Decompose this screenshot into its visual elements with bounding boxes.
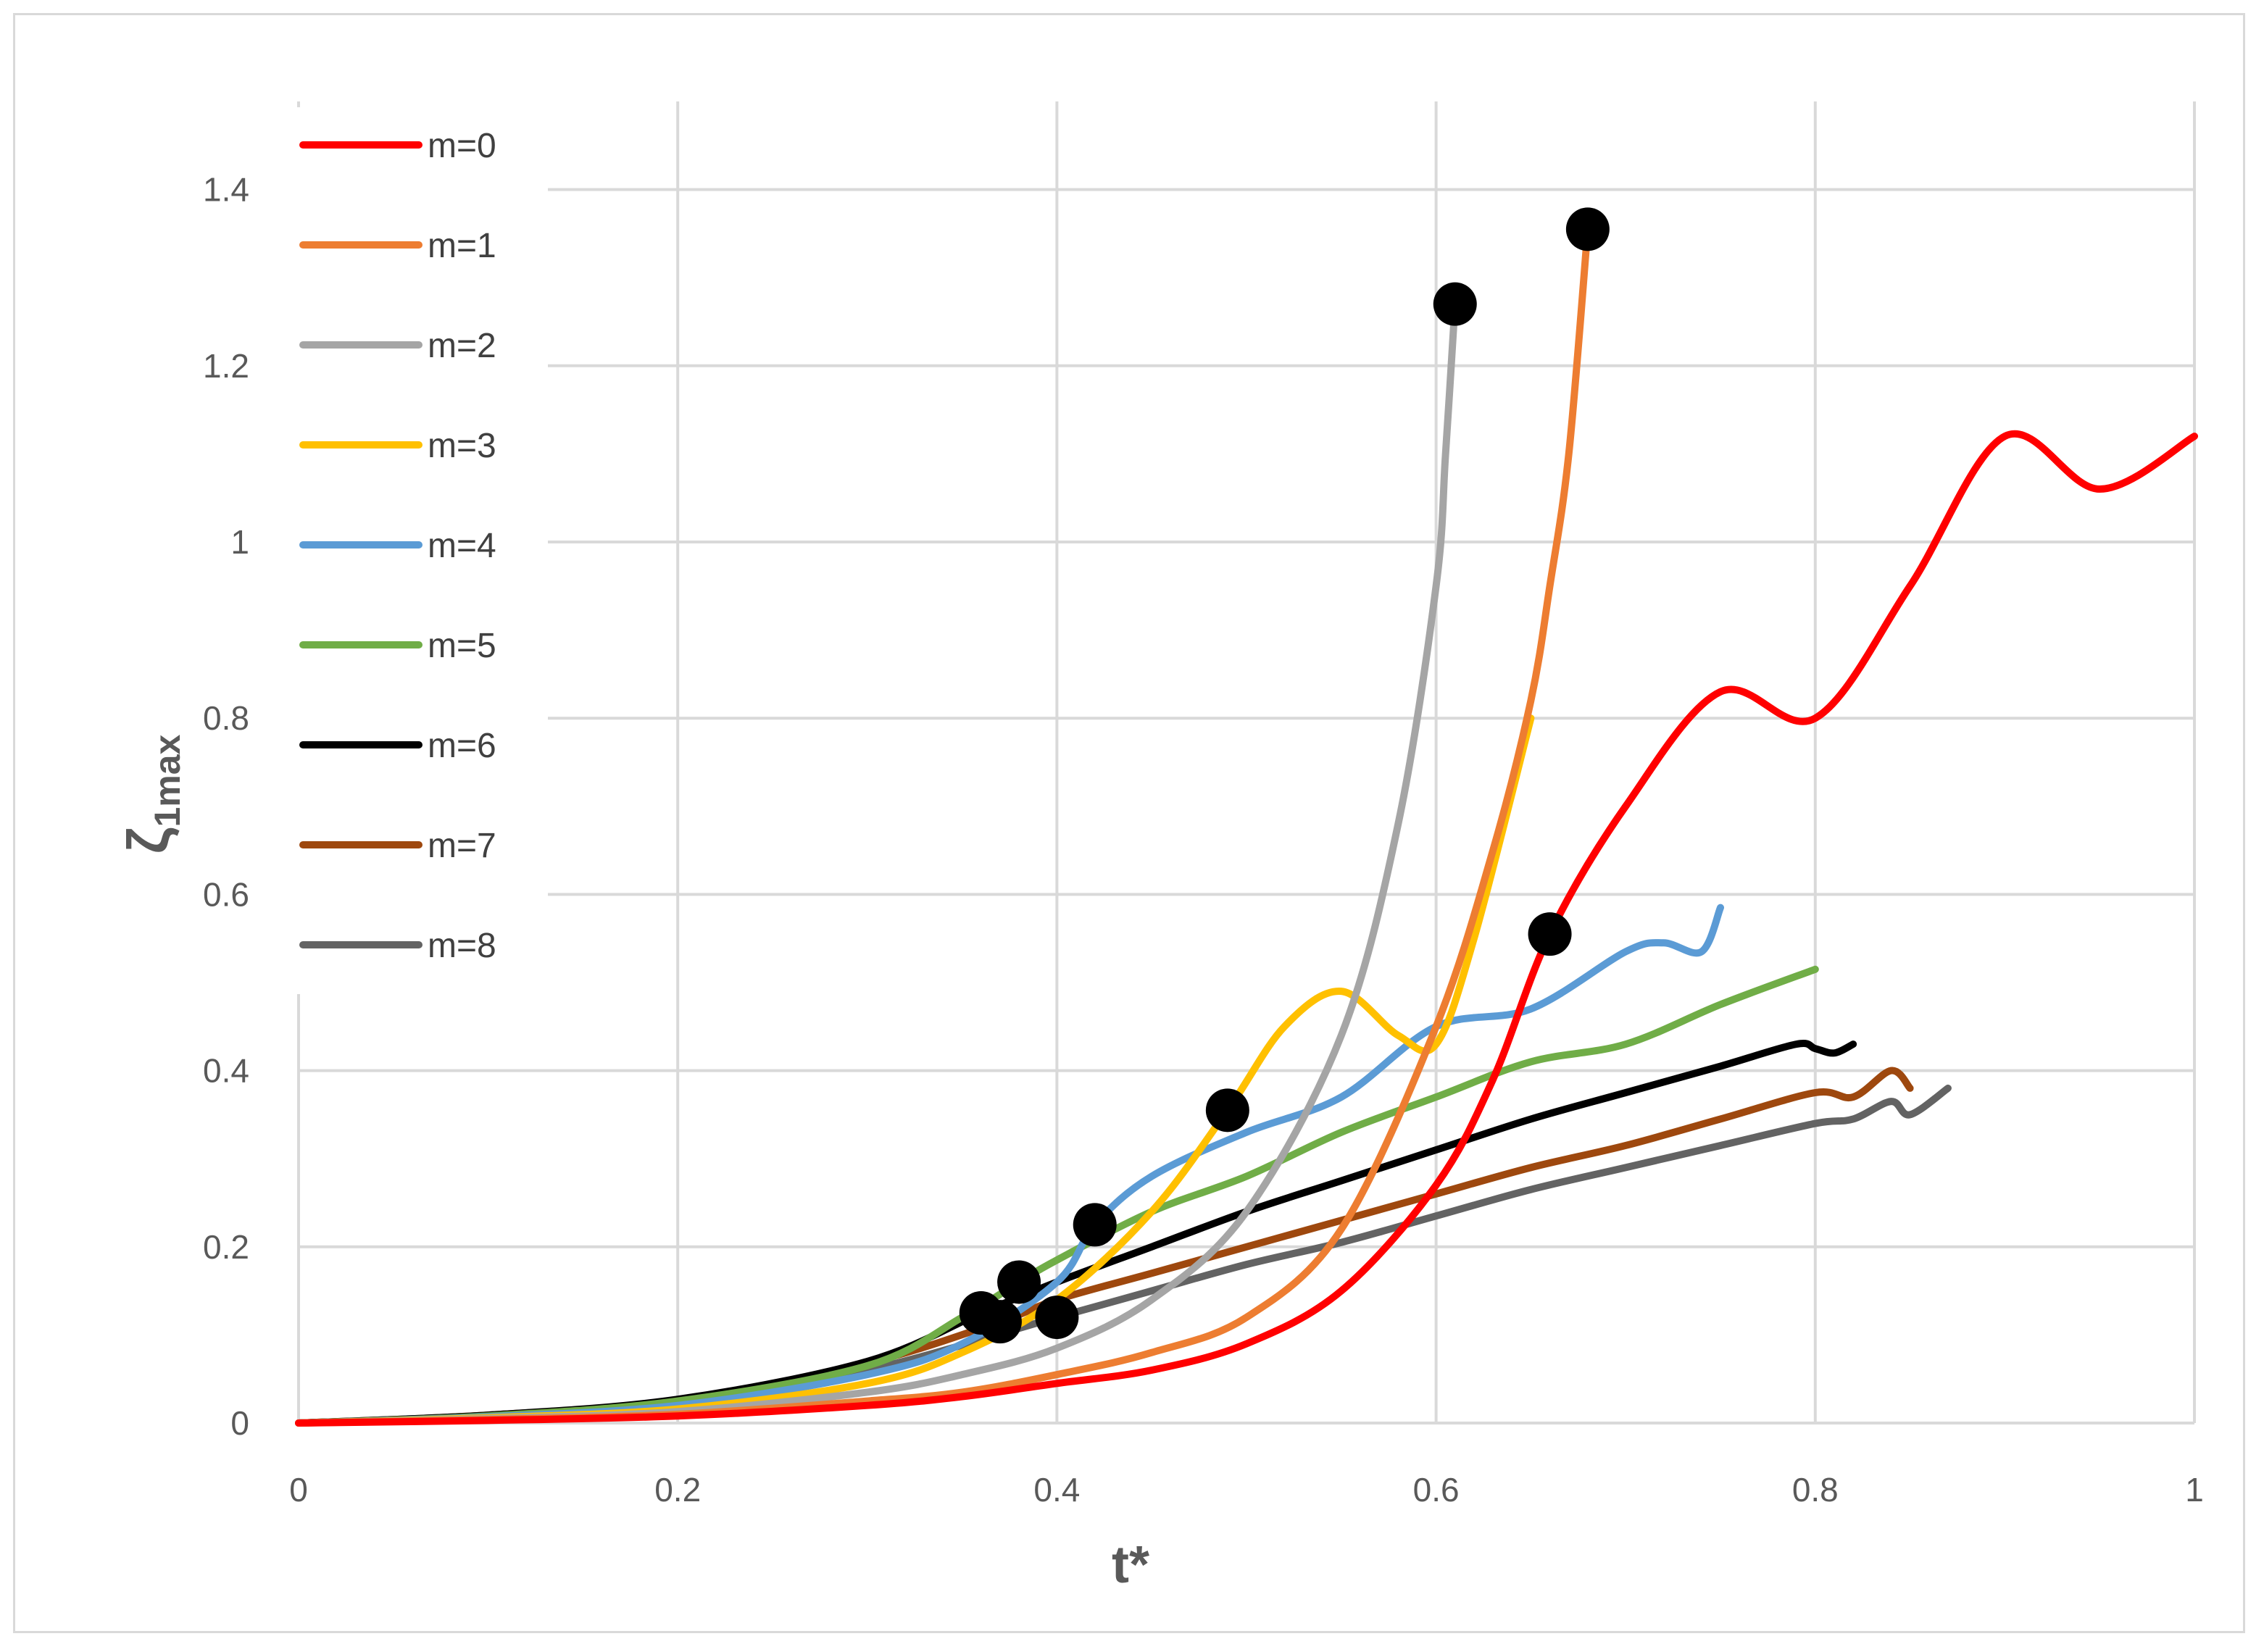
y-tick-label: 1.4: [203, 171, 249, 209]
break-point-marker: [997, 1260, 1041, 1304]
y-tick-labels: 0 0.2 0.4 0.6 0.8 1 1.2 1.4: [203, 171, 249, 1442]
y-tick-label: 0: [230, 1404, 249, 1442]
legend-label: m=7: [428, 827, 496, 865]
x-tick-label: 0: [289, 1471, 308, 1509]
y-tick-label: 0.6: [203, 875, 249, 913]
legend-label: m=1: [428, 227, 496, 265]
y-tick-label: 0.2: [203, 1228, 249, 1266]
x-tick-label: 0.8: [1792, 1471, 1839, 1509]
y-axis-title: ζ1max: [116, 734, 188, 854]
legend-label: m=4: [428, 527, 496, 565]
break-point-marker: [1073, 1203, 1117, 1247]
break-point-marker: [1565, 207, 1610, 251]
y-axis-title-main: ζ: [116, 827, 180, 854]
y-tick-label: 0.8: [203, 699, 249, 737]
legend: m=0 m=1 m=2 m=3 m=4 m=5 m=6 m=7 m=8: [287, 107, 548, 994]
series-line-m-5: [295, 965, 1819, 1427]
grid-lines: [297, 101, 2196, 1424]
break-point-marker: [1205, 1088, 1249, 1132]
break-point-marker: [1528, 912, 1572, 956]
x-tick-label: 0.4: [1033, 1471, 1080, 1509]
series-lines: [295, 225, 2198, 1427]
break-point-marker: [1035, 1296, 1079, 1340]
break-markers: [959, 207, 1610, 1344]
legend-background: [287, 107, 548, 994]
x-axis-title: t*: [1112, 1536, 1149, 1594]
legend-label: m=3: [428, 427, 496, 465]
legend-label: m=5: [428, 627, 496, 665]
legend-label: m=6: [428, 727, 496, 765]
y-tick-label: 0.4: [203, 1052, 249, 1090]
break-point-marker: [978, 1300, 1022, 1344]
legend-label: m=2: [428, 327, 496, 365]
legend-label: m=8: [428, 927, 496, 965]
series-line-m-0: [295, 430, 2198, 1427]
y-axis-title-sub: 1max: [147, 734, 188, 827]
x-tick-label: 1: [2185, 1471, 2204, 1509]
y-tick-label: 1.2: [203, 347, 249, 385]
legend-label: m=0: [428, 127, 496, 165]
x-tick-label: 0.6: [1413, 1471, 1460, 1509]
y-tick-label: 1: [230, 523, 249, 561]
x-tick-labels: 0 0.2 0.4 0.6 0.8 1: [289, 1471, 2204, 1509]
x-tick-label: 0.2: [654, 1471, 701, 1509]
break-point-marker: [1433, 282, 1477, 326]
